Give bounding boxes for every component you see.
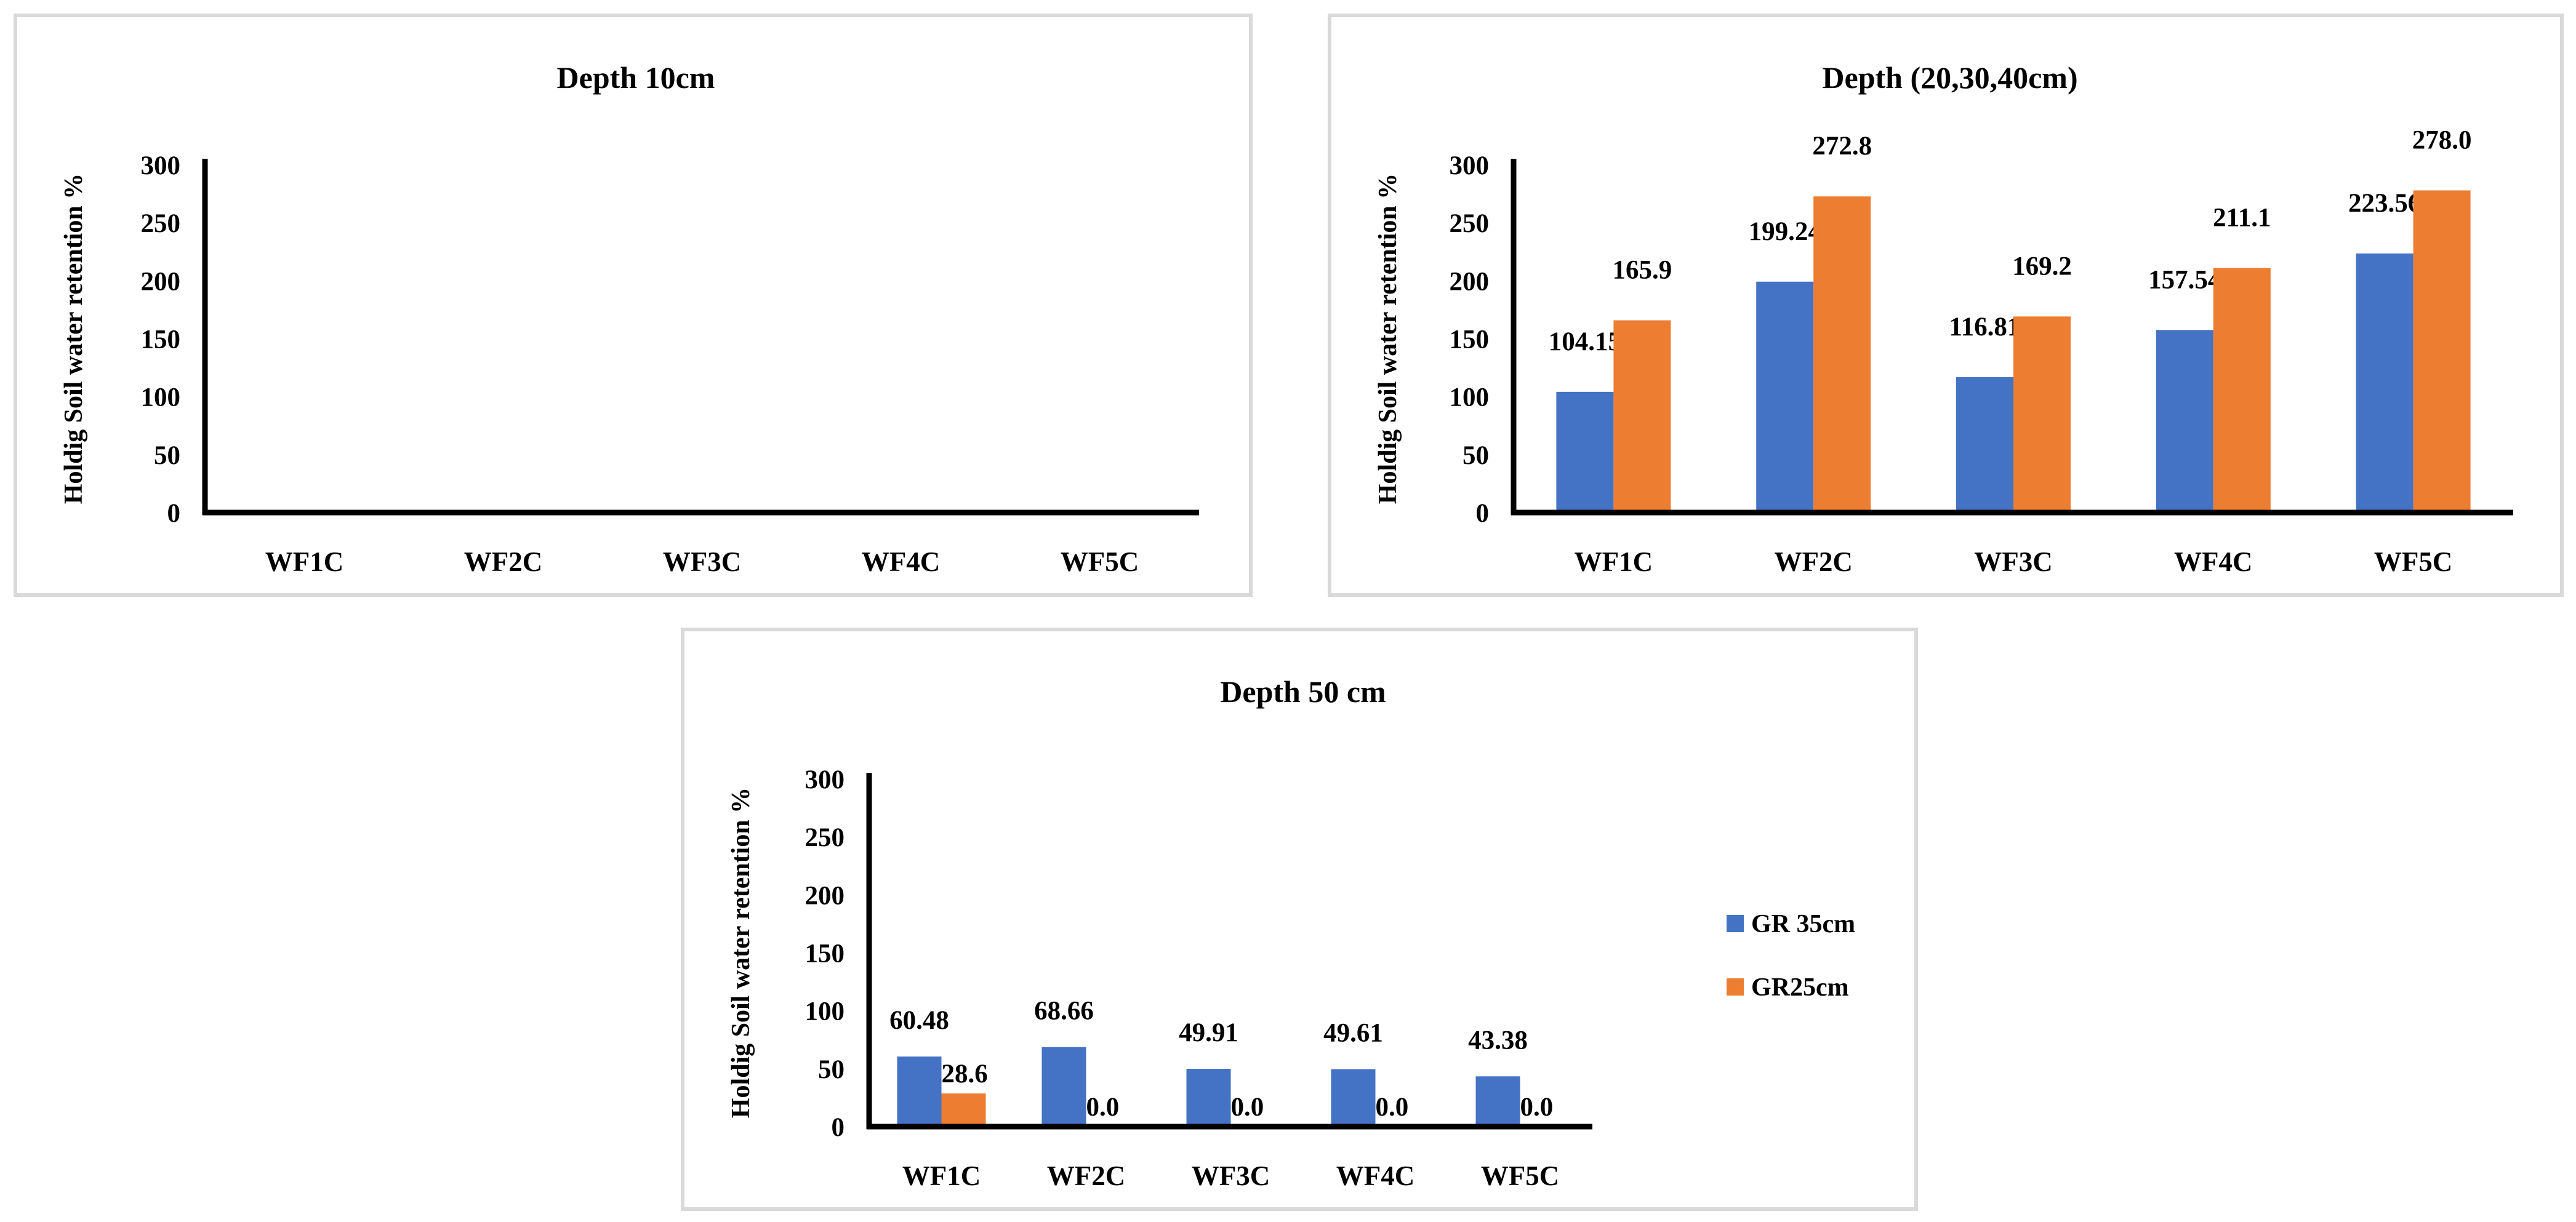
x-category-label-wf4c: WF4C <box>1336 1160 1415 1191</box>
y-axis-label: Holdig Soil water retention % <box>727 788 755 1118</box>
data-label-gr25cm-wf1c: 28.6 <box>942 1060 988 1088</box>
y-tick-label: 0 <box>167 499 181 528</box>
legend-swatch-gr25cm <box>1727 978 1744 996</box>
data-label-gr25cm-wf4c: 211.1 <box>2213 203 2271 232</box>
chart-depth-50cm: Depth 50 cm Holdig Soil water retention %… <box>727 674 1855 1191</box>
chart-depth-10cm: Depth 10cm Holdig Soil water retention % 0… <box>60 60 1199 577</box>
y-tick-label: 0 <box>1476 499 1490 528</box>
y-tick-label: 100 <box>1450 383 1490 412</box>
y-tick-label: 150 <box>141 325 181 354</box>
x-category-label-wf3c: WF3C <box>663 546 742 577</box>
bar-gr25cm-wf5c <box>2413 190 2471 513</box>
bar-gr25cm-wf1c <box>941 1093 986 1127</box>
data-label-gr-35cm-wf5c: 223.56 <box>2348 189 2421 218</box>
y-tick-label: 200 <box>1450 267 1490 296</box>
data-label-gr25cm-wf3c: 169.2 <box>2012 252 2072 281</box>
x-category-label-wf1c: WF1C <box>265 546 344 577</box>
y-tick-label: 0 <box>832 1113 845 1142</box>
y-tick-label: 50 <box>154 441 180 470</box>
data-label-gr25cm-wf2c: 272.8 <box>1812 132 1872 161</box>
data-label-gr25cm-wf2c: 0.0 <box>1086 1093 1120 1122</box>
bar-gr-35cm-wf3c <box>1956 377 2013 513</box>
x-category-label-wf3c: WF3C <box>1974 546 2053 577</box>
bar-gr25cm-wf2c <box>1813 196 1871 513</box>
x-category-label-wf3c: WF3C <box>1192 1160 1270 1191</box>
x-category-label-wf1c: WF1C <box>902 1160 981 1191</box>
data-label-gr-35cm-wf2c: 68.66 <box>1034 997 1094 1026</box>
data-label-gr-35cm-wf4c: 157.54 <box>2148 265 2221 294</box>
x-category-label-wf5c: WF5C <box>1061 546 1139 577</box>
bar-gr-35cm-wf5c <box>1475 1076 1520 1127</box>
x-category-label-wf5c: WF5C <box>2374 546 2453 577</box>
bar-gr25cm-wf3c <box>2013 316 2071 513</box>
x-category-label-wf4c: WF4C <box>2174 546 2253 577</box>
data-label-gr25cm-wf1c: 165.9 <box>1613 256 1672 285</box>
data-label-gr-35cm-wf1c: 104.15 <box>1549 327 1621 356</box>
chart-title: Depth 50 cm <box>1220 674 1386 709</box>
legend-label-gr-35cm: GR 35cm <box>1751 910 1855 938</box>
y-tick-label: 150 <box>1450 325 1490 354</box>
data-label-gr-35cm-wf3c: 49.91 <box>1179 1018 1238 1047</box>
chart-title: Depth (20,30,40cm) <box>1822 60 2077 95</box>
x-category-label-wf2c: WF2C <box>464 546 543 577</box>
bar-gr25cm-wf4c <box>2213 268 2271 513</box>
chart-title: Depth 10cm <box>557 60 715 95</box>
bar-gr25cm-wf1c <box>1613 320 1671 513</box>
chart-panel-depth-10cm: Depth 10cm Holdig Soil water retention % 0… <box>14 14 1253 597</box>
data-label-gr25cm-wf5c: 0.0 <box>1520 1093 1554 1122</box>
y-tick-label: 100 <box>141 383 181 412</box>
bar-gr-35cm-wf2c <box>1756 281 1814 513</box>
chart-panel-depth-20-30-40cm: Depth (20,30,40cm) Holdig Soil water rete… <box>1328 14 2564 597</box>
data-label-gr-35cm-wf3c: 116.81 <box>1949 313 2021 341</box>
bar-gr-35cm-wf4c <box>1331 1069 1376 1127</box>
y-tick-label: 200 <box>805 881 845 910</box>
bar-gr-35cm-wf4c <box>2156 330 2213 513</box>
y-tick-label: 250 <box>1450 209 1490 238</box>
x-category-label-wf4c: WF4C <box>862 546 941 577</box>
data-label-gr25cm-wf3c: 0.0 <box>1231 1093 1264 1122</box>
y-tick-label: 250 <box>141 209 181 238</box>
data-label-gr25cm-wf4c: 0.0 <box>1376 1093 1409 1122</box>
y-axis-label: Holdig Soil water retention % <box>1374 174 1402 504</box>
y-tick-label: 200 <box>141 267 181 296</box>
x-category-label-wf1c: WF1C <box>1575 546 1653 577</box>
bar-gr-35cm-wf1c <box>1556 391 1614 513</box>
y-tick-label: 250 <box>805 823 845 852</box>
bar-gr-35cm-wf3c <box>1186 1069 1231 1127</box>
y-tick-label: 300 <box>141 151 181 180</box>
chart-depth-20-30-40cm: Depth (20,30,40cm) Holdig Soil water rete… <box>1374 60 2513 577</box>
y-tick-label: 50 <box>818 1055 845 1084</box>
x-category-label-wf2c: WF2C <box>1047 1160 1126 1191</box>
y-tick-label: 300 <box>805 765 845 794</box>
y-tick-label: 150 <box>805 940 845 968</box>
bar-gr-35cm-wf1c <box>897 1056 942 1127</box>
legend-swatch-gr-35cm <box>1727 915 1744 932</box>
data-label-gr-35cm-wf5c: 43.38 <box>1468 1026 1528 1055</box>
y-tick-label: 100 <box>805 997 845 1026</box>
y-tick-label: 50 <box>1463 441 1489 470</box>
chart-panel-depth-50cm: Depth 50 cm Holdig Soil water retention %… <box>681 628 1918 1211</box>
data-label-gr-35cm-wf1c: 60.48 <box>889 1006 949 1035</box>
data-label-gr-35cm-wf2c: 199.24 <box>1749 217 1821 246</box>
y-tick-label: 300 <box>1450 151 1490 180</box>
x-category-label-wf5c: WF5C <box>1481 1160 1560 1191</box>
bar-gr-35cm-wf2c <box>1041 1047 1086 1127</box>
data-label-gr-35cm-wf4c: 49.61 <box>1323 1019 1383 1048</box>
data-label-gr25cm-wf5c: 278.0 <box>2412 126 2472 154</box>
x-category-label-wf2c: WF2C <box>1774 546 1853 577</box>
bar-gr-35cm-wf5c <box>2356 253 2413 513</box>
legend-label-gr25cm: GR25cm <box>1751 973 1849 1002</box>
y-axis-label: Holdig Soil water retention % <box>60 174 88 504</box>
